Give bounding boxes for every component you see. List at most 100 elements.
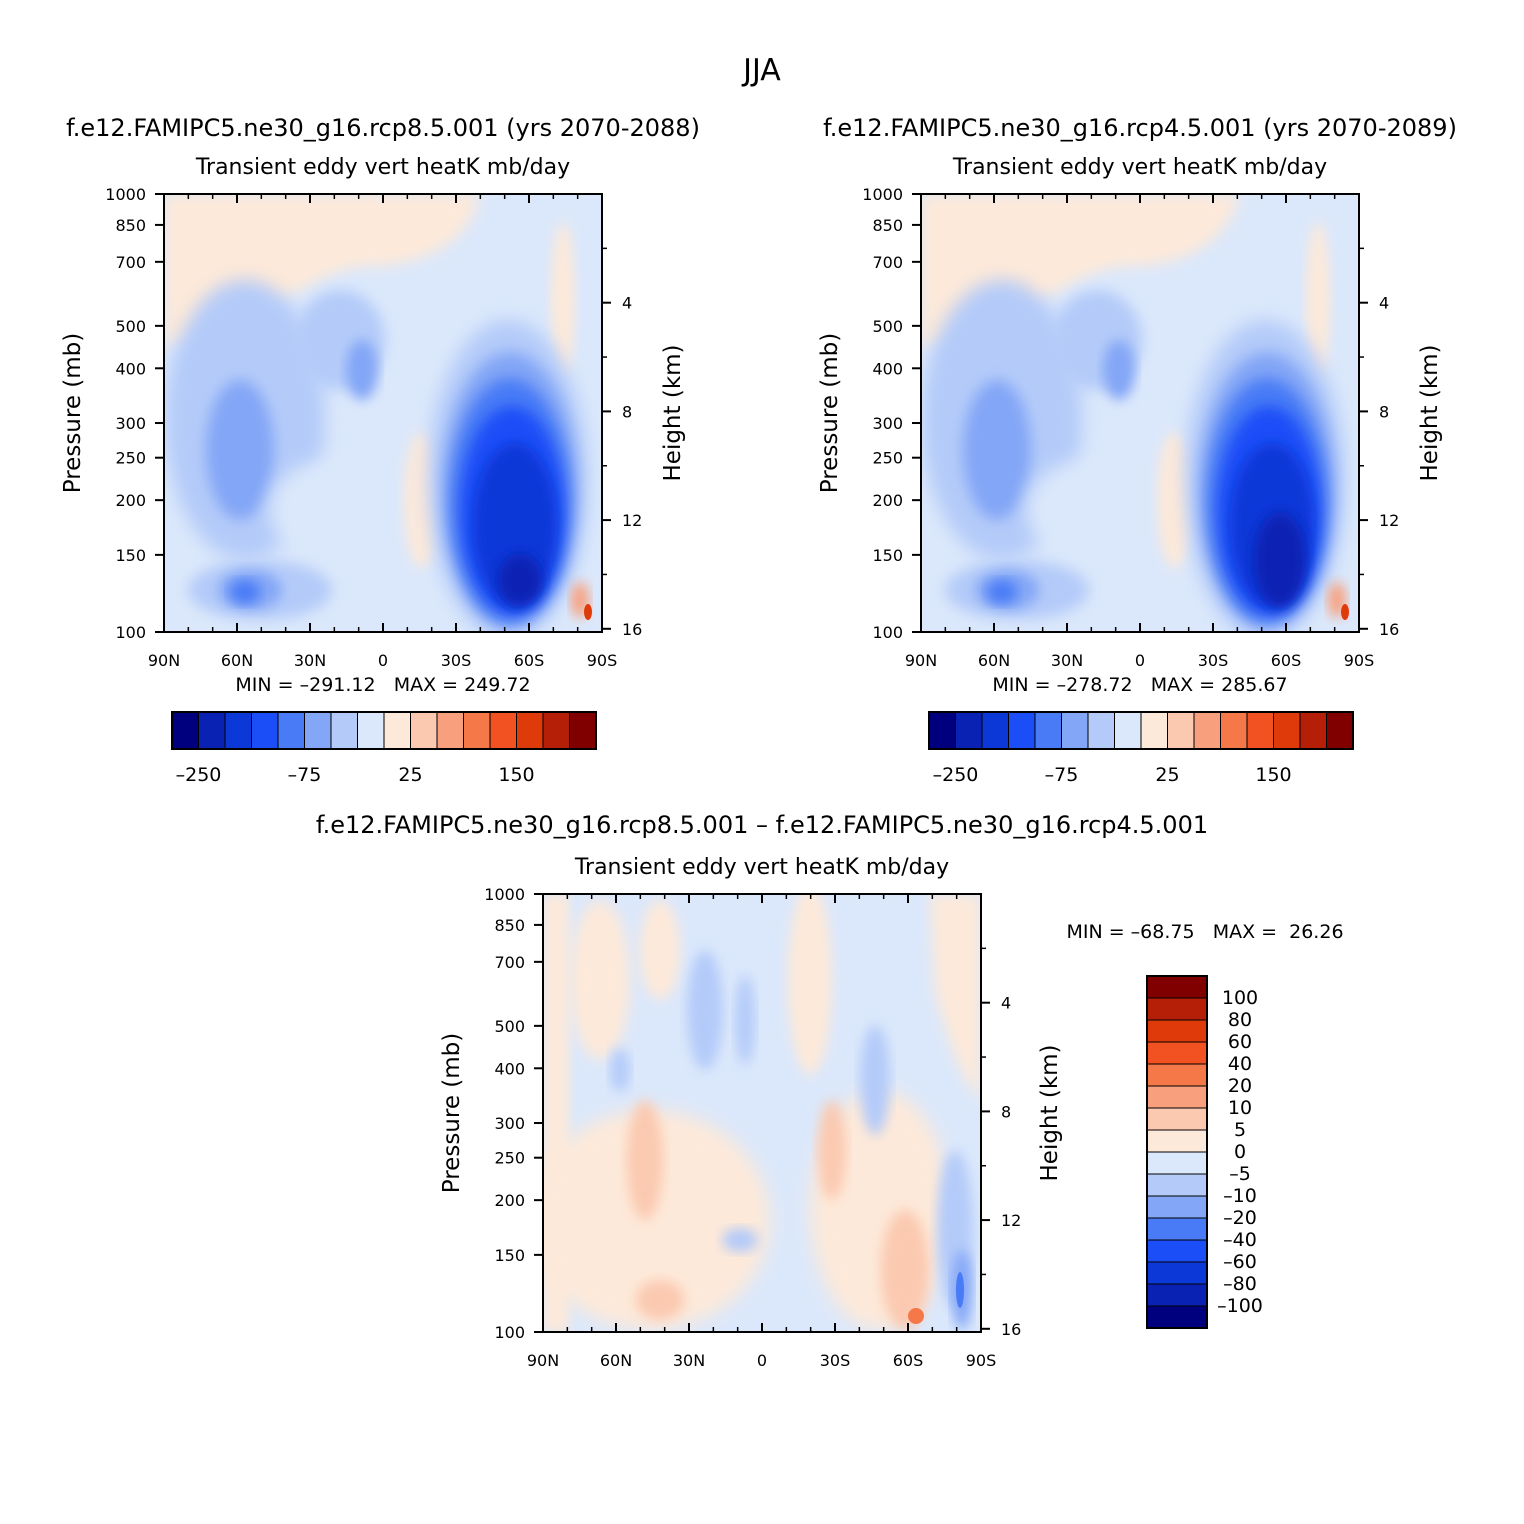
colorbar-label: –100 — [1217, 1295, 1263, 1317]
contour-sh-jet-core — [498, 554, 542, 606]
contour-positive-subtropical — [1157, 432, 1193, 568]
colorbar-swatch — [955, 711, 983, 750]
colorbar-label: –75 — [288, 764, 322, 786]
colorbar-label: 25 — [398, 764, 422, 786]
colorbar-label: 10 — [1228, 1097, 1252, 1119]
y2-tick-label: 12 — [1001, 1211, 1021, 1230]
colorbar-swatch — [436, 711, 464, 750]
colorbar-label: 150 — [1255, 764, 1291, 786]
contour-positive-right-strip — [551, 222, 575, 378]
colorbar-label: –5 — [1229, 1163, 1251, 1185]
contour-negative-mid — [860, 1025, 890, 1135]
colorbar: –250 –75 25 150 — [928, 711, 1354, 786]
y2-tick-label: 12 — [622, 511, 642, 530]
colorbar-swatch — [1146, 1217, 1208, 1241]
colorbar-label: –60 — [1223, 1251, 1257, 1273]
y-tick-label: 500 — [494, 1017, 525, 1036]
y-tick-label: 150 — [115, 546, 146, 565]
colorbar-swatch — [981, 711, 1009, 750]
x-tick-label: 60S — [893, 1351, 924, 1370]
y2-tick-label: 16 — [1001, 1320, 1021, 1339]
panel-rcp45: f.e12.FAMIPC5.ne30_g16.rcp4.5.001 (yrs 2… — [817, 114, 1457, 786]
colorbar-swatch — [489, 711, 517, 750]
panel-variable-title: Transient eddy vert heatK mb/day — [574, 855, 949, 880]
y-tick-label: 100 — [494, 1323, 525, 1342]
x-tick-label: 30S — [441, 651, 472, 670]
contour-negative-center — [722, 1228, 758, 1252]
x-tick-label: 0 — [378, 651, 388, 670]
y-axis-label: Pressure (mb) — [60, 333, 86, 493]
contour-positive-upper-b — [640, 900, 680, 1000]
contour-low-level-strong — [230, 580, 260, 604]
colorbar-label: 20 — [1228, 1075, 1252, 1097]
colorbar-swatch — [1273, 711, 1301, 750]
colorbar-label: –10 — [1223, 1185, 1257, 1207]
y-axis-label: Pressure (mb) — [439, 1033, 465, 1193]
y2-axis-label: Height (km) — [1417, 344, 1443, 481]
contour-moderate-negative-nh — [206, 380, 274, 520]
panel-difference: f.e12.FAMIPC5.ne30_g16.rcp8.5.001 – f.e1… — [316, 811, 1344, 1370]
colorbar-swatch — [1008, 711, 1036, 750]
y-tick-label: 150 — [872, 546, 903, 565]
colorbar-label: 25 — [1155, 764, 1179, 786]
contour-negative-upper-a — [687, 950, 723, 1070]
x-tick-label: 30N — [673, 1351, 705, 1370]
axes: 90N 60N 30N 0 30S 60S 90S 100 150 200 250 300 400 500… — [105, 185, 642, 670]
x-tick-label: 60N — [221, 651, 253, 670]
colorbar-label: 80 — [1228, 1009, 1252, 1031]
colorbar-swatch — [1146, 997, 1208, 1021]
axes: 90N 60N 30N 0 30S 60S 90S 100 150 200 250 300 400 500… — [862, 185, 1399, 670]
y-tick-label: 500 — [872, 317, 903, 336]
panel-variable-title: Transient eddy vert heatK mb/day — [952, 155, 1327, 180]
colorbar-swatch — [357, 711, 385, 750]
min-max-stats: MIN = –68.75 MAX = 26.26 — [1066, 921, 1343, 943]
y-axis-label: Pressure (mb) — [817, 333, 843, 493]
x-tick-label: 60S — [514, 651, 545, 670]
y-tick-label: 850 — [115, 216, 146, 235]
colorbar-swatch — [1146, 1239, 1208, 1263]
colorbar-label: –250 — [933, 764, 979, 786]
contour-negative-upper-b — [735, 975, 755, 1065]
colorbar-swatch — [224, 711, 252, 750]
contour-positive-max — [908, 1308, 924, 1324]
panel-variable-title: Transient eddy vert heatK mb/day — [195, 155, 570, 180]
x-tick-label: 90S — [1344, 651, 1375, 670]
contour-positive-right-region — [930, 894, 981, 1100]
y2-tick-label: 4 — [1379, 294, 1389, 313]
colorbar: –250 –75 25 150 — [171, 711, 597, 786]
colorbar-label: –75 — [1045, 764, 1079, 786]
colorbar-swatch — [569, 711, 597, 750]
colorbar-swatch — [277, 711, 305, 750]
colorbar-swatch — [1146, 975, 1208, 999]
y2-tick-label: 16 — [622, 620, 642, 639]
panel-case-title: f.e12.FAMIPC5.ne30_g16.rcp8.5.001 – f.e1… — [316, 811, 1208, 839]
colorbar-label: –40 — [1223, 1229, 1257, 1251]
x-tick-label: 0 — [757, 1351, 767, 1370]
colorbar-swatch — [383, 711, 411, 750]
colorbar-swatch — [1193, 711, 1221, 750]
x-tick-label: 30N — [1051, 651, 1083, 670]
colorbar-swatch — [516, 711, 544, 750]
colorbar-swatch — [1146, 1195, 1208, 1219]
colorbar-swatch — [542, 711, 570, 750]
colorbar-swatch — [1114, 711, 1142, 750]
contour-sh-jet-core — [1254, 512, 1306, 608]
contour-low-level-strong — [987, 580, 1017, 604]
colorbar-swatch — [330, 711, 358, 750]
y-tick-label: 300 — [872, 414, 903, 433]
y-tick-label: 400 — [494, 1059, 525, 1078]
figure-title: JJA — [741, 53, 781, 88]
x-tick-label: 90S — [966, 1351, 997, 1370]
panel-case-title: f.e12.FAMIPC5.ne30_g16.rcp4.5.001 (yrs 2… — [823, 114, 1457, 142]
contour-positive-strong-nh-low — [636, 1280, 684, 1320]
colorbar-swatch — [171, 711, 199, 750]
contour-strong-positive-antarctic — [584, 604, 592, 620]
x-tick-label: 60N — [600, 1351, 632, 1370]
y-tick-label: 300 — [115, 414, 146, 433]
y2-tick-label: 4 — [1001, 994, 1011, 1013]
colorbar-label: 150 — [498, 764, 534, 786]
colorbar-swatch — [1220, 711, 1248, 750]
colorbar-label: 60 — [1228, 1031, 1252, 1053]
x-tick-label: 0 — [1135, 651, 1145, 670]
